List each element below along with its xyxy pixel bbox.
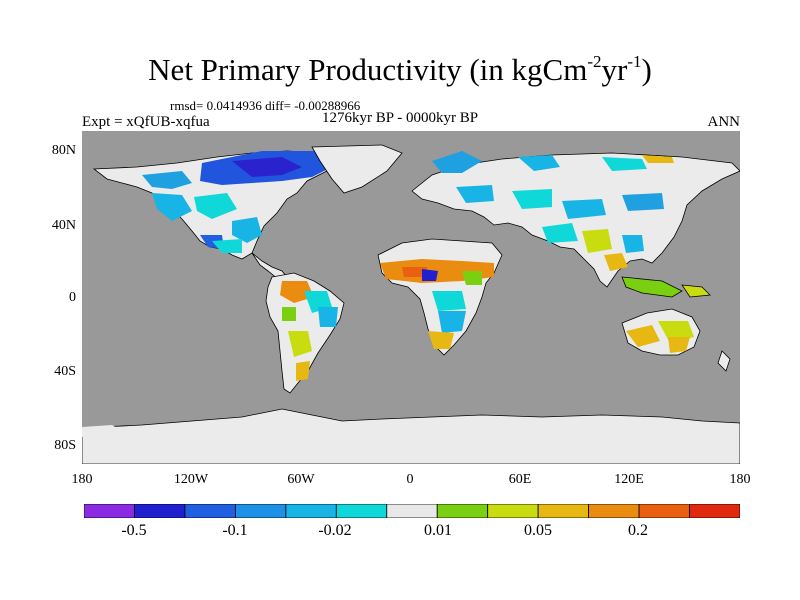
colorbar-box (537, 504, 590, 518)
north-america-land (92, 150, 332, 280)
experiment-label: Expt = xQfUB-xqfua (82, 114, 210, 130)
map-title: Net Primary Productivity (in kgCm-2yr-1) (148, 52, 652, 87)
colorbar-box (487, 504, 539, 518)
colorbar-box (285, 504, 337, 518)
lon-label-180w: 180 (71, 472, 93, 487)
new-zealand-land (717, 350, 731, 372)
colorbar-label: 0.01 (424, 522, 452, 539)
colorbar-box (335, 504, 388, 518)
colorbar-box (436, 504, 489, 518)
colorbar-box (638, 504, 690, 518)
indonesia-land (621, 276, 683, 298)
lat-label-40s: 40S (54, 364, 76, 379)
lat-label-80n: 80N (51, 143, 76, 158)
greenland-land (311, 144, 403, 194)
colorbar-box (84, 504, 135, 518)
south-america-land (265, 272, 345, 394)
colorbar-box (588, 504, 640, 518)
world-map (82, 131, 740, 464)
antarctic-sea-ice (82, 425, 122, 437)
lat-label-40n: 40N (51, 218, 76, 233)
australia-land (621, 308, 701, 356)
colorbar-label: -0.1 (222, 522, 248, 539)
colorbar-label: 0.05 (524, 522, 552, 539)
colorbar-box (386, 504, 438, 518)
lon-label-120e: 120E (614, 472, 644, 487)
lon-label-60w: 60W (287, 472, 315, 487)
colorbar-box (234, 504, 287, 518)
season-label: ANN (707, 114, 741, 130)
colorbar-label: 0.2 (628, 522, 648, 539)
antarctica-land (82, 408, 740, 464)
period-label: 1276kyr BP - 0000kyr BP (322, 110, 479, 126)
colorbar-box (689, 504, 740, 518)
eurasia-land (411, 151, 740, 288)
lon-label-180e: 180 (729, 472, 751, 487)
new-guinea-land (681, 284, 711, 298)
colorbar-label: -0.5 (121, 522, 147, 539)
colorbar-label: -0.02 (318, 522, 352, 539)
lon-label-60e: 60E (508, 472, 532, 487)
colorbar (84, 504, 740, 518)
lon-label-0: 0 (406, 472, 414, 487)
lat-label-80s: 80S (54, 438, 76, 453)
colorbar-box (134, 504, 186, 518)
africa-land (377, 238, 503, 356)
lat-label-0: 0 (69, 290, 76, 305)
rmsd-diff-stats: rmsd= 0.0414936 diff= -0.00288966 (170, 98, 361, 113)
colorbar-box (184, 504, 236, 518)
lon-label-120w: 120W (173, 472, 209, 487)
